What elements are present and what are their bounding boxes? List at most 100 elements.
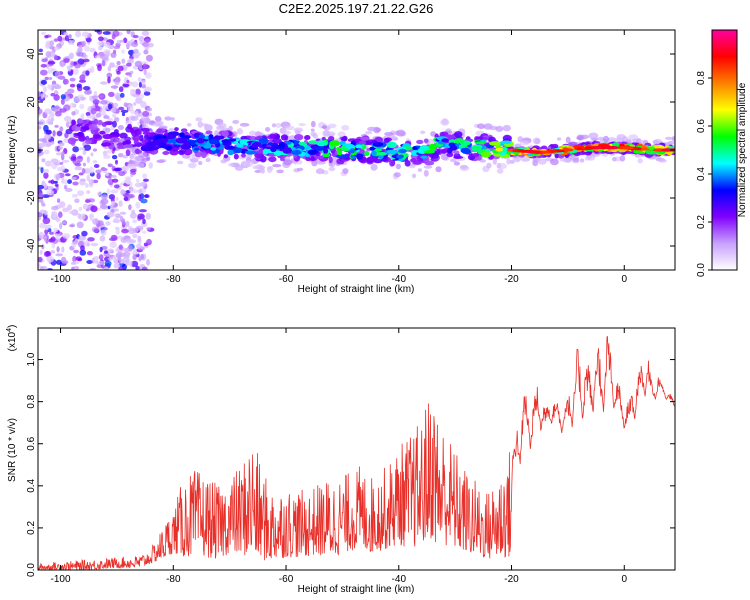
spectrogram-cell [389, 136, 398, 141]
spectrogram-cell [314, 155, 325, 160]
spectrogram-cell [124, 247, 129, 253]
snr-ytick-label: 0.8 [26, 394, 37, 408]
spectrogram-cell [132, 93, 140, 98]
spectrogram-cell [151, 139, 160, 146]
spectrogram-cell [652, 148, 662, 152]
spectrogram-cell [107, 65, 112, 72]
spectrogram-cell [114, 208, 120, 212]
spectrogram-cell [97, 94, 105, 99]
spectrogram-cell [128, 204, 132, 211]
spectrogram-cell [374, 148, 383, 152]
spectrogram-cell [118, 138, 125, 143]
spectrogram-cell [55, 253, 63, 257]
spectrogram-xlabel: Height of straight line (km) [298, 284, 415, 295]
spectrogram-cell [131, 81, 139, 88]
spectrogram-cell [132, 233, 138, 239]
spectrogram-cell [221, 139, 230, 144]
spectrogram-cell [129, 186, 134, 193]
spectrogram-cell [96, 112, 102, 118]
spectrogram-cell [336, 150, 343, 156]
spectrogram-cell [104, 51, 110, 57]
spectrogram-cell [39, 222, 47, 229]
spectrogram-cell [449, 158, 457, 163]
spectrogram-cell [525, 150, 542, 154]
spectrogram-cell [517, 136, 524, 143]
spectrogram-cell [142, 266, 148, 270]
spectrogram-cell [38, 184, 45, 190]
spectrogram-cell [198, 134, 206, 139]
spectrogram-cell [637, 158, 643, 164]
spectrogram-cell [195, 117, 203, 122]
spectrogram-cell [108, 91, 115, 97]
spectrogram-cell [53, 227, 59, 233]
spectrogram-cell [138, 35, 145, 42]
spectrogram-cell [576, 136, 582, 140]
spectrogram-cell [328, 136, 335, 142]
spectrogram-cell [270, 146, 277, 153]
spectrogram-cell [108, 237, 116, 241]
spectrogram-cell [142, 42, 150, 47]
spectrogram-cell [77, 190, 84, 197]
spectrogram-cell [81, 31, 90, 37]
spectrogram-cell [98, 36, 104, 42]
spectrogram-cell [90, 108, 97, 115]
spectrogram-cell [611, 157, 617, 162]
spectrogram-cell [170, 117, 175, 121]
spectrogram-cell [481, 151, 492, 158]
spectrogram-cell [43, 124, 49, 132]
spectrogram-cell [96, 172, 101, 180]
spectrogram-cell [396, 129, 406, 137]
spectrogram-cell [54, 71, 61, 78]
spectrogram-cell [81, 168, 86, 174]
spectrogram-cell [398, 148, 407, 154]
spectrogram-cell [134, 156, 142, 163]
spectrogram-cell [117, 125, 124, 130]
spectrogram-cell [107, 248, 114, 253]
spectrogram-cell [49, 111, 55, 119]
spectrogram-cell [38, 119, 46, 126]
spectrogram-cell [621, 146, 634, 150]
spectrogram-cell [103, 115, 110, 119]
spectrogram-cell [369, 156, 379, 162]
spectrogram-cell [603, 135, 609, 143]
spectrogram-cell [559, 158, 567, 162]
spectrogram-cell [81, 40, 87, 47]
spectrogram-cell [579, 158, 585, 163]
spectrogram-cell [603, 146, 619, 150]
spectrogram-cell [126, 30, 131, 35]
spectrogram-cell [51, 80, 57, 85]
spectrogram-cell [104, 41, 111, 48]
spectrogram-cell [113, 263, 121, 269]
spectrogram-cell [123, 144, 133, 149]
spectrogram-cell [143, 178, 149, 182]
spectrogram-cell [54, 105, 60, 110]
spectrogram-cell [47, 116, 51, 122]
spectrogram-cell [121, 58, 126, 64]
spectrogram-cell [106, 211, 114, 218]
spectrogram-cell [661, 148, 674, 152]
spectrogram-cell [126, 79, 130, 84]
spectrogram-cell [147, 42, 154, 48]
spectrogram-cell [86, 251, 93, 256]
spectrogram-cell [360, 136, 370, 141]
spectrogram-cell [62, 78, 69, 85]
spectrogram-cell [38, 256, 43, 263]
spectrogram-cell [83, 45, 91, 52]
spectrogram-cell [55, 232, 60, 240]
spectrogram-cell [135, 97, 143, 104]
spectrogram-cell [69, 224, 75, 228]
spectrogram-cell [78, 235, 87, 241]
spectrogram-cell [395, 163, 401, 170]
spectrogram-cell [78, 172, 84, 176]
spectrogram-cell [228, 163, 234, 167]
spectrogram-cell [68, 34, 72, 39]
spectrogram-cell [120, 92, 125, 98]
spectrogram-cell [85, 37, 92, 43]
spectrogram-cell [365, 131, 373, 135]
spectrogram-cell [519, 140, 530, 146]
spectrogram-cell [79, 74, 86, 81]
spectrogram-cell [233, 147, 242, 154]
spectrogram-cell [86, 156, 91, 164]
spectrogram-cell [137, 213, 145, 220]
spectrogram-cell [47, 84, 53, 90]
